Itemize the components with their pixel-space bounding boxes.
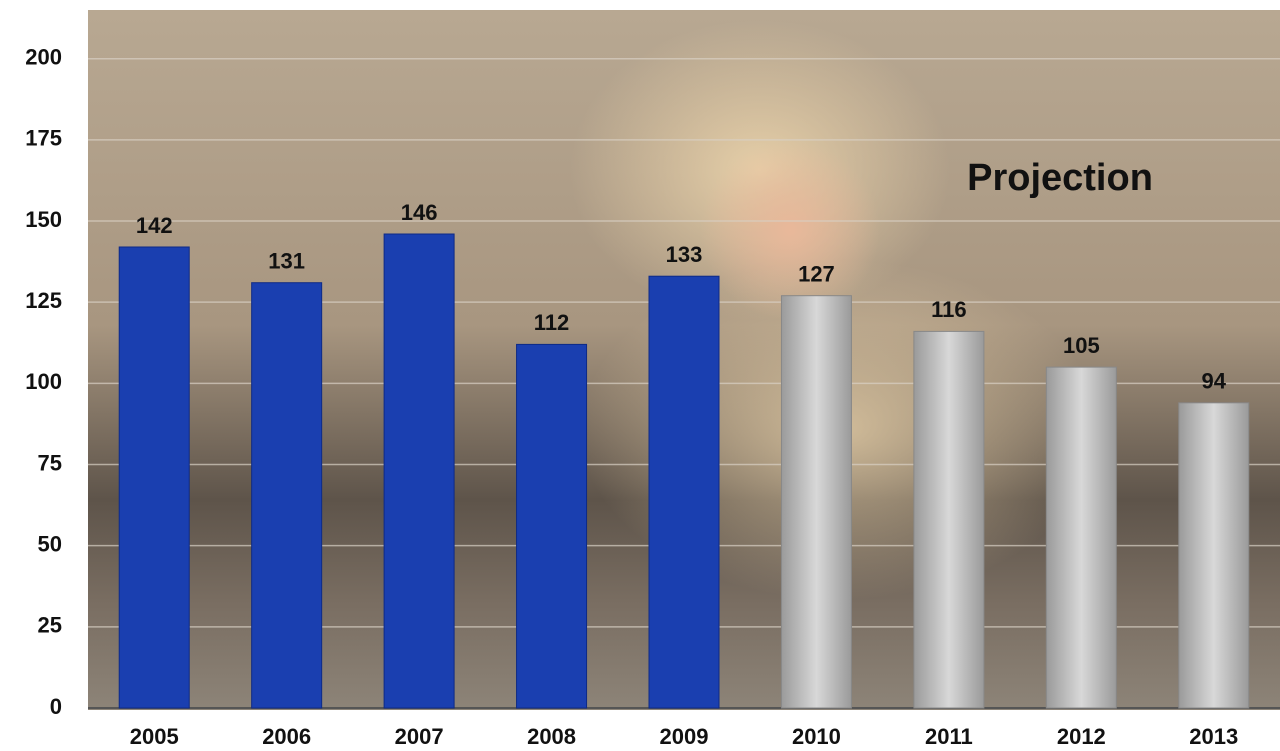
- bar: [118, 246, 190, 709]
- bar: [780, 295, 852, 709]
- x-tick-label: 2013: [1189, 724, 1238, 749]
- x-tick-label: 2005: [130, 724, 179, 749]
- x-tick-label: 2012: [1057, 724, 1106, 749]
- y-tick-label: 25: [38, 613, 62, 638]
- y-tick-label: 50: [38, 531, 62, 556]
- y-tick-label: 100: [25, 369, 62, 394]
- bar: [251, 282, 323, 709]
- bar: [1045, 366, 1117, 709]
- x-tick-label: 2007: [395, 724, 444, 749]
- value-label: 127: [798, 262, 835, 287]
- value-label: 142: [136, 213, 173, 238]
- y-tick-label: 75: [38, 450, 62, 475]
- x-tick-label: 2009: [660, 724, 709, 749]
- projection-label: Projection: [967, 157, 1153, 199]
- bar: [1178, 402, 1250, 709]
- y-tick-label: 0: [50, 694, 62, 719]
- bar: [913, 330, 985, 709]
- value-label: 146: [401, 200, 438, 225]
- x-tick-label: 2006: [262, 724, 311, 749]
- value-label: 105: [1063, 333, 1100, 358]
- value-label: 112: [534, 310, 570, 335]
- bar: [648, 275, 720, 709]
- value-label: 131: [268, 249, 305, 274]
- x-tick-label: 2008: [527, 724, 576, 749]
- y-tick-label: 150: [25, 207, 62, 232]
- value-label: 116: [931, 297, 967, 322]
- x-tick-label: 2010: [792, 724, 841, 749]
- value-label: 133: [666, 242, 703, 267]
- y-tick-label: 175: [25, 126, 62, 151]
- y-tick-label: 125: [25, 288, 62, 313]
- bar: [383, 233, 455, 709]
- y-tick-label: 200: [25, 45, 62, 70]
- value-label: 94: [1202, 369, 1227, 394]
- x-tick-label: 2011: [925, 724, 973, 749]
- bar: [516, 343, 588, 709]
